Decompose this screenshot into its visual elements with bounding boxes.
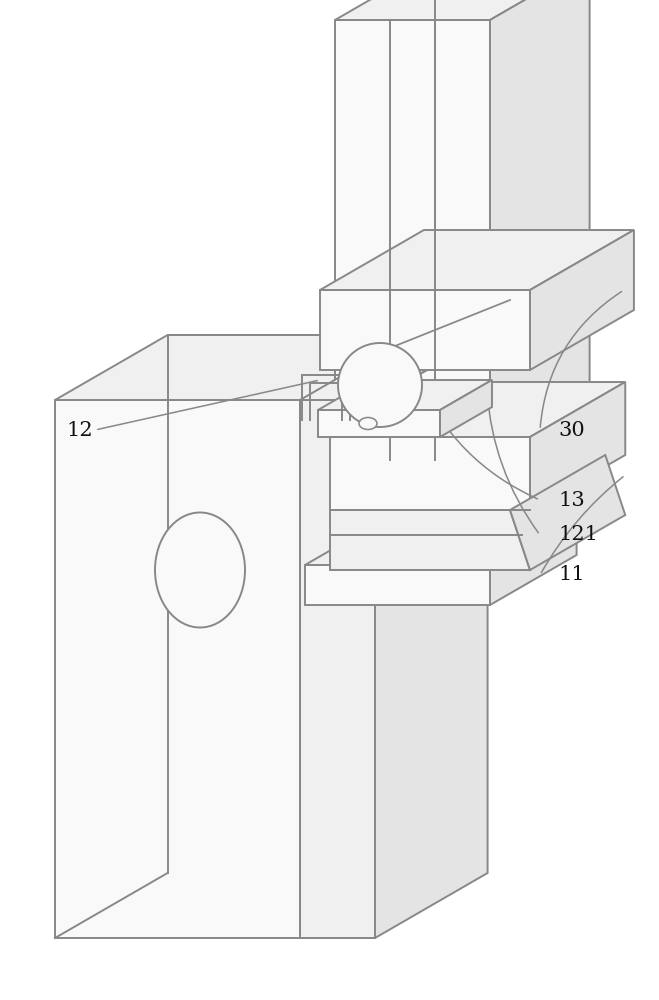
Polygon shape	[530, 230, 634, 370]
Polygon shape	[440, 380, 492, 437]
Text: 12: 12	[67, 420, 94, 440]
Polygon shape	[530, 382, 625, 510]
Polygon shape	[300, 400, 375, 938]
Polygon shape	[330, 510, 530, 570]
Polygon shape	[375, 335, 488, 400]
Polygon shape	[330, 437, 530, 510]
Polygon shape	[318, 380, 492, 410]
Polygon shape	[320, 290, 530, 370]
Polygon shape	[300, 335, 488, 400]
Polygon shape	[335, 20, 490, 460]
Polygon shape	[305, 565, 490, 605]
Polygon shape	[318, 410, 440, 437]
Ellipse shape	[338, 343, 422, 427]
Ellipse shape	[359, 418, 377, 430]
Polygon shape	[375, 335, 488, 938]
Polygon shape	[320, 230, 634, 290]
Polygon shape	[330, 382, 625, 437]
Text: 30: 30	[558, 420, 585, 440]
Polygon shape	[55, 400, 375, 938]
Polygon shape	[510, 455, 625, 570]
Text: 11: 11	[558, 566, 585, 584]
Polygon shape	[490, 0, 590, 460]
Polygon shape	[55, 335, 488, 400]
Text: 121: 121	[558, 526, 598, 544]
Ellipse shape	[155, 512, 245, 628]
Text: 13: 13	[558, 490, 585, 510]
Polygon shape	[490, 515, 577, 605]
Polygon shape	[335, 0, 590, 20]
Polygon shape	[305, 515, 577, 565]
